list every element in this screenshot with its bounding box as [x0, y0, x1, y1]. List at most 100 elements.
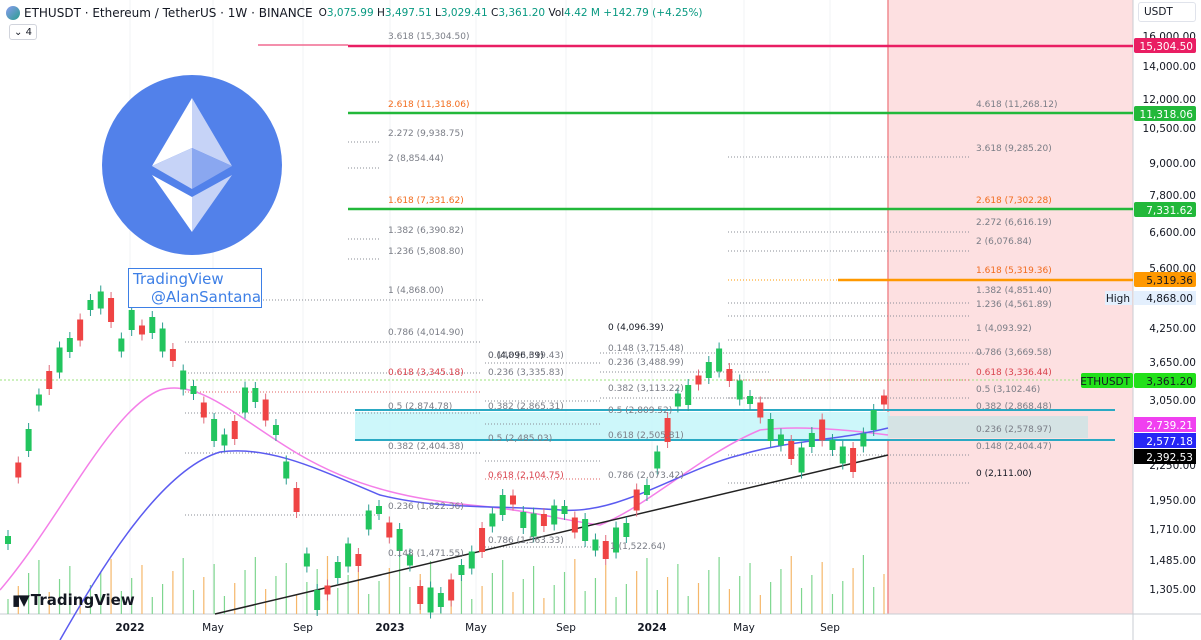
fib-label: 0.148 (3,619.43)	[488, 351, 564, 361]
fib-label: 0.236 (3,335.83)	[488, 368, 564, 378]
fib-label: 0.786 (2,073.42)	[608, 471, 684, 481]
fib-label: 2.272 (9,938.75)	[388, 129, 464, 139]
fib-label: 0.148 (2,404.47)	[976, 442, 1052, 452]
fib-label: 0.382 (2,404.38)	[388, 442, 464, 452]
fib-label: 0.618 (3,336.44)	[976, 368, 1052, 378]
volume-bars	[7, 555, 885, 614]
fib-label: 0.382 (3,113.22)	[608, 384, 684, 394]
fib-label: 0.5 (2,485.03)	[488, 434, 552, 444]
price-tag: 5,319.36	[1146, 275, 1193, 287]
fib-label: 1.236 (5,808.80)	[388, 247, 464, 257]
close-value: 3,361.20	[498, 7, 546, 19]
ma-blue-line	[59, 427, 889, 640]
volume-value: 4.42 M	[564, 7, 600, 19]
fib-label: 1 (4,093.92)	[976, 324, 1032, 334]
svg-text:1,710.00: 1,710.00	[1149, 524, 1196, 536]
fib-label: 0.148 (1,471.55)	[388, 549, 464, 559]
fib-label: 3.618 (9,285.20)	[976, 144, 1052, 154]
svg-text:2022: 2022	[115, 622, 144, 634]
fib-label: 0.786 (3,669.58)	[976, 348, 1052, 358]
indicators-toggle-button[interactable]: ⌄ 4	[9, 24, 37, 40]
svg-text:3,050.00: 3,050.00	[1149, 395, 1196, 407]
svg-text:Sep: Sep	[293, 622, 313, 634]
fib-label: 1 (1,522.64)	[610, 542, 666, 552]
fib-label: 1.618 (5,319.36)	[976, 266, 1052, 276]
fib-label: 0.618 (2,104.75)	[488, 471, 564, 481]
svg-text:12,000.00: 12,000.00	[1143, 94, 1196, 106]
fib-label: 0.5 (2,809.52)	[608, 406, 672, 416]
change-value: +142.79 (+4.25%)	[603, 7, 703, 19]
fib-label: 0.382 (2,865.31)	[488, 402, 564, 412]
open-value: 3,075.99	[326, 7, 374, 19]
price-tag: 7,331.62	[1146, 205, 1193, 217]
currency-button[interactable]: USDT	[1138, 2, 1196, 22]
fib-label: 0 (2,111.00)	[976, 469, 1032, 479]
symbol-tag: ETHUSDT	[1080, 376, 1130, 388]
symbol-header: ETHUSDT · Ethereum / TetherUS · 1W · BIN…	[6, 4, 703, 22]
fib-label: 3.618 (15,304.50)	[388, 32, 469, 42]
ethereum-symbol-icon	[6, 6, 20, 20]
svg-text:May: May	[733, 622, 755, 634]
fib-label: 1.382 (4,851.40)	[976, 286, 1052, 296]
price-tag: 15,304.50	[1140, 41, 1193, 53]
fib-label: 0.382 (2,868.48)	[976, 402, 1052, 412]
author-watermark: TradingView @AlanSantana	[128, 268, 262, 308]
fib-label: 0.618 (2,505.81)	[608, 431, 684, 441]
price-tag: 2,392.53	[1146, 452, 1193, 464]
symbol-title[interactable]: ETHUSDT · Ethereum / TetherUS · 1W · BIN…	[24, 6, 313, 20]
ohlc-values: O3,075.99 H3,497.51 L3,029.41 C3,361.20 …	[318, 7, 703, 19]
fib-label: 1.618 (7,331.62)	[388, 196, 464, 206]
price-tag: 4,868.00	[1146, 293, 1193, 305]
fib-label: 0.5 (3,102.46)	[976, 385, 1040, 395]
fib-label: 0.618 (3,345.18)	[388, 368, 464, 378]
svg-text:4,250.00: 4,250.00	[1149, 323, 1196, 335]
high-value: 3,497.51	[384, 7, 432, 19]
fib-label: 0.786 (1,563.33)	[488, 536, 564, 546]
fib-label: 2.618 (11,318.06)	[388, 100, 469, 110]
fib-label: 0.148 (3,715.48)	[608, 344, 684, 354]
fib-label: 0.5 (2,874.78)	[388, 402, 452, 412]
fib-label: 0.236 (1,822.36)	[388, 502, 464, 512]
fib-label: 0.786 (4,014.90)	[388, 328, 464, 338]
tradingview-logo[interactable]: ▮▼ TradingView	[12, 591, 135, 609]
support-zone	[355, 412, 890, 439]
svg-text:1,485.00: 1,485.00	[1149, 555, 1196, 567]
svg-text:Sep: Sep	[820, 622, 840, 634]
fib-label: 0 (4,096.39)	[488, 351, 544, 361]
svg-text:May: May	[465, 622, 487, 634]
svg-text:May: May	[202, 622, 224, 634]
high-tag: High	[1106, 293, 1130, 305]
fib-label: 1.382 (6,390.82)	[388, 226, 464, 236]
svg-text:6,600.00: 6,600.00	[1149, 227, 1196, 239]
svg-text:14,000.00: 14,000.00	[1143, 61, 1196, 73]
fib-label: 4.618 (11,268.12)	[976, 100, 1057, 110]
svg-text:2023: 2023	[375, 622, 404, 634]
svg-text:2024: 2024	[637, 622, 666, 634]
tradingview-mark-icon: ▮▼	[12, 591, 30, 609]
fib-label: 1 (4,868.00)	[388, 286, 444, 296]
fib-label: 0.236 (3,488.99)	[608, 358, 684, 368]
svg-text:10,500.00: 10,500.00	[1143, 123, 1196, 135]
low-value: 3,029.41	[440, 7, 488, 19]
ethereum-logo-icon	[102, 75, 282, 255]
ma-pink-line	[0, 387, 889, 591]
price-tag: 2,577.18	[1146, 436, 1193, 448]
projection-zone	[888, 0, 1133, 614]
candlesticks	[5, 285, 887, 619]
fib-label: 2.272 (6,616.19)	[976, 218, 1052, 228]
svg-text:1,305.00: 1,305.00	[1149, 584, 1196, 596]
price-tag: 11,318.06	[1140, 109, 1194, 121]
svg-text:7,800.00: 7,800.00	[1149, 190, 1196, 202]
fib-label: 2 (6,076.84)	[976, 237, 1032, 247]
svg-text:Sep: Sep	[556, 622, 576, 634]
price-tag: 2,739.21	[1146, 420, 1193, 432]
svg-text:3,650.00: 3,650.00	[1149, 357, 1196, 369]
fib-label: 2 (8,854.44)	[388, 154, 444, 164]
fib-label: 2.618 (7,302.28)	[976, 196, 1052, 206]
svg-text:1,950.00: 1,950.00	[1149, 495, 1196, 507]
x-axis[interactable]: 2022 May Sep 2023 May Sep 2024 May Sep	[115, 622, 840, 634]
svg-text:9,000.00: 9,000.00	[1149, 158, 1196, 170]
price-tag: 3,361.20	[1146, 376, 1193, 388]
fib-label: 1.236 (4,561.89)	[976, 300, 1052, 310]
